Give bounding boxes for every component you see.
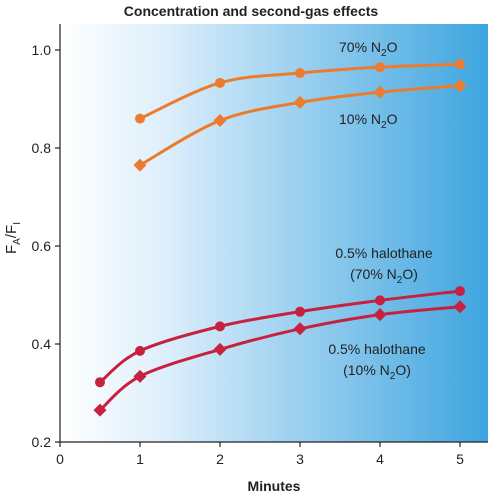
x-ticks: 0 1 2 3 4 5	[56, 442, 464, 467]
data-point	[373, 85, 387, 99]
series-label-halothane-10: 0.5% halothane	[328, 341, 426, 357]
data-point	[215, 321, 225, 332]
data-point	[135, 113, 145, 124]
y-tick-label: 0.6	[32, 238, 52, 254]
x-tick-label: 4	[376, 451, 384, 467]
y-tick-label: 0.8	[32, 140, 52, 156]
data-point	[215, 77, 225, 88]
data-point	[295, 68, 305, 79]
data-point	[293, 322, 307, 336]
y-tick-label: 0.4	[32, 336, 52, 352]
y-axis-label: FA/FI	[3, 222, 23, 254]
plot-area	[60, 24, 488, 442]
series-label-10-n2o: 10% N2O	[339, 111, 398, 131]
data-point	[375, 62, 385, 73]
series-label-halothane-70: 0.5% halothane	[335, 245, 433, 261]
data-point	[213, 342, 227, 356]
x-tick-label: 3	[296, 451, 304, 467]
data-point	[133, 369, 147, 383]
data-point	[455, 59, 465, 70]
data-point	[133, 158, 147, 172]
x-tick-label: 0	[56, 451, 64, 467]
y-ticks: 0.2 0.4 0.6 0.8 1.0	[32, 42, 60, 450]
data-point	[375, 295, 385, 306]
data-point	[453, 300, 467, 314]
data-point	[93, 403, 107, 417]
data-point	[455, 286, 465, 297]
data-point	[373, 308, 387, 322]
data-point	[293, 95, 307, 109]
y-tick-label: 1.0	[32, 42, 52, 58]
chart-title: Concentration and second-gas effects	[124, 3, 379, 19]
data-point	[95, 377, 105, 388]
series-label-70-n2o: 70% N2O	[339, 39, 398, 59]
data-point	[135, 345, 145, 356]
series-label-halothane-10-line2: (10% N2O)	[343, 362, 411, 382]
data-point	[295, 306, 305, 317]
y-tick-label: 0.2	[32, 434, 52, 450]
series-layer	[93, 59, 467, 417]
x-tick-label: 1	[136, 451, 144, 467]
data-point	[213, 114, 227, 128]
x-tick-label: 5	[456, 451, 464, 467]
data-point	[453, 79, 467, 93]
x-tick-label: 2	[216, 451, 224, 467]
series-label-halothane-70-line2: (70% N2O)	[350, 266, 418, 286]
x-axis-label: Minutes	[248, 478, 301, 494]
